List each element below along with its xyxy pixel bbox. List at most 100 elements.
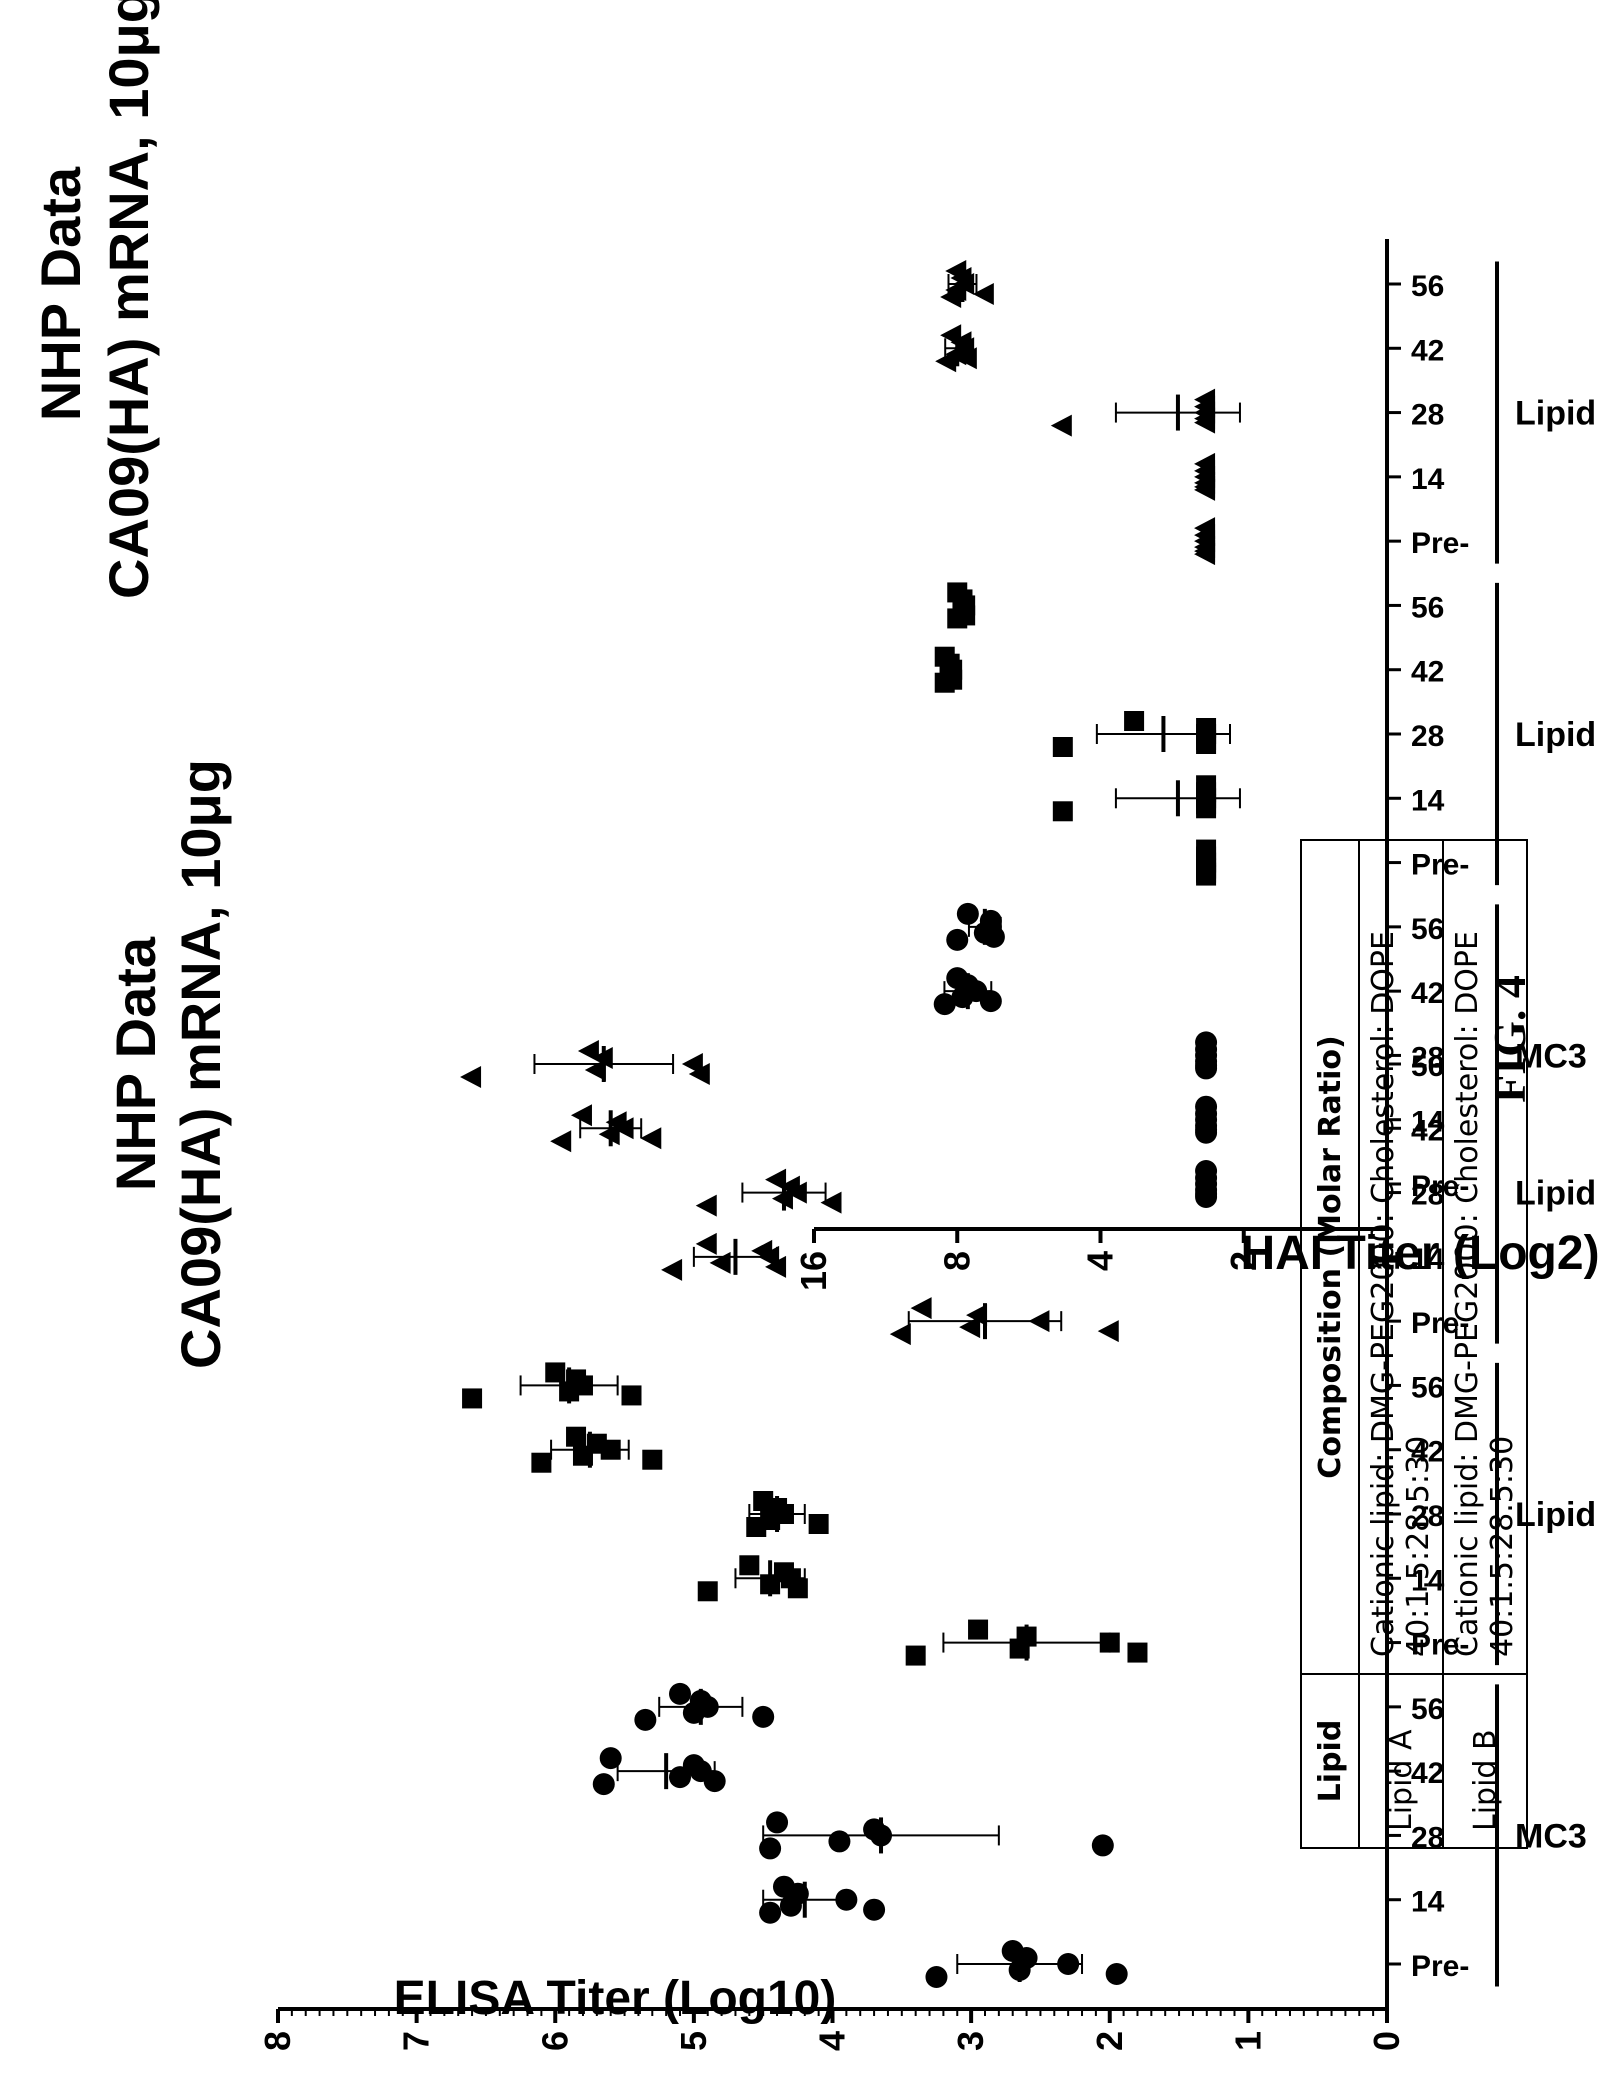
elisa-data-point [889, 1323, 911, 1346]
elisa-y-axis-label: ELISA Titer (Log10) [394, 1972, 837, 2025]
elisa-data-point [752, 1705, 775, 1728]
elisa-data-point [1099, 1632, 1120, 1653]
elisa-x-tick-label: 14 [1411, 1564, 1445, 1597]
elisa-data-point [828, 1830, 851, 1853]
hai-data-point [942, 669, 963, 690]
elisa-plot-area: 012345678Pre-14284256Pre-14284256Pre-142… [257, 1019, 1604, 2051]
elisa-data-point [612, 1117, 634, 1140]
hai-plot-area: 1 2 4 8 16 Pre- 14 28 42 56 Pre- 14 28 42 56 Pre- 14 28 42… [793, 239, 1604, 1291]
elisa-data-point [592, 1773, 615, 1796]
elisa-x-tick-label: 14 [1411, 1886, 1445, 1919]
elisa-x-tick-label: 14 [1411, 1243, 1445, 1276]
elisa-data-point [759, 1901, 782, 1924]
hai-data-point [982, 925, 1005, 948]
elisa-data-point [785, 1181, 807, 1204]
hai-y-axis-label: HAI Titer (Log2) [1240, 1227, 1599, 1280]
hai-data-point [979, 990, 1002, 1013]
hai-x-tick-label: 14 [1411, 784, 1445, 817]
elisa-data-point [640, 1127, 662, 1150]
hai-x-tick-label: 56 [1411, 913, 1444, 946]
hai-x-tick-label: 42 [1411, 977, 1444, 1010]
elisa-data-point [765, 1168, 787, 1191]
elisa-data-point [959, 1316, 981, 1339]
hai-group-label: MC3 [1515, 1037, 1587, 1075]
elisa-data-point [550, 1130, 572, 1153]
elisa-data-point [545, 1362, 566, 1383]
elisa-x-tick-label: 28 [1411, 1179, 1444, 1212]
elisa-data-point [688, 1063, 710, 1085]
hai-data-point [1050, 414, 1072, 437]
elisa-x-tick-label: Pre- [1411, 1629, 1469, 1662]
hai-chart-title-line1: NHP Data [29, 166, 92, 421]
elisa-y-tick-label: 4 [812, 2031, 853, 2051]
elisa-data-point [1127, 1642, 1148, 1663]
elisa-data-point [787, 1578, 808, 1599]
elisa-data-point [759, 1837, 782, 1860]
elisa-x-tick-label: 42 [1411, 1436, 1444, 1469]
hai-chart-title-line2: CA09(HA) mRNA, 10μg [97, 0, 160, 599]
elisa-data-point [910, 1297, 932, 1320]
elisa-data-point [739, 1555, 760, 1576]
elisa-y-tick-label: 7 [396, 2031, 437, 2051]
elisa-data-point [968, 1619, 989, 1640]
elisa-x-tick-label: 56 [1411, 1371, 1444, 1404]
hai-data-point [1124, 711, 1145, 731]
hai-x-tick-label: Pre- [1411, 849, 1469, 882]
elisa-data-point [703, 1770, 726, 1793]
elisa-data-point [566, 1426, 587, 1447]
elisa-chart-title-line2: CA09(HA) mRNA, 10μg [169, 759, 232, 1369]
hai-y-tick-label: 1 [1366, 1251, 1407, 1271]
elisa-data-point [584, 1059, 606, 1081]
hai-x-tick-label: 28 [1411, 720, 1444, 753]
hai-data-point [1196, 798, 1217, 819]
hai-x-tick-label: Pre- [1411, 1170, 1469, 1203]
hai-data-point [933, 993, 956, 1016]
hai-data-point [1194, 411, 1216, 434]
hai-data-point [972, 283, 994, 305]
elisa-data-point [1057, 1953, 1080, 1975]
elisa-data-point [462, 1388, 483, 1409]
hai-x-tick-label: 42 [1411, 656, 1444, 689]
elisa-data-point [577, 1040, 599, 1062]
hai-data-point [1196, 734, 1217, 754]
elisa-data-point [572, 1375, 593, 1396]
elisa-chart-title-line1: NHP Data [104, 936, 167, 1191]
elisa-x-tick-label: 56 [1411, 1050, 1444, 1083]
elisa-y-tick-label: 3 [950, 2031, 991, 2051]
elisa-group-label: Lipid A [1515, 1496, 1604, 1534]
elisa-x-tick-label: 28 [1411, 1821, 1444, 1854]
elisa-group-label: Lipid B [1515, 1175, 1604, 1213]
elisa-data-point [765, 1255, 787, 1278]
elisa-data-point [1097, 1320, 1119, 1343]
elisa-y-tick-label: 6 [534, 2031, 575, 2051]
hai-data-point [955, 347, 977, 370]
hai-x-tick-label: Pre- [1411, 527, 1469, 560]
elisa-data-point [642, 1449, 663, 1470]
elisa-data-point [905, 1645, 926, 1666]
elisa-data-point [570, 1104, 592, 1127]
elisa-data-point [1105, 1963, 1128, 1985]
elisa-x-tick-label: 42 [1411, 1114, 1444, 1147]
elisa-data-point [808, 1514, 829, 1534]
elisa-x-tick-label: 56 [1411, 1693, 1444, 1726]
elisa-group-label: MC3 [1515, 1817, 1587, 1855]
elisa-data-point [820, 1191, 842, 1214]
elisa-data-point [1028, 1310, 1050, 1333]
elisa-data-point [634, 1708, 657, 1731]
elisa-data-point [1091, 1834, 1114, 1857]
hai-x-tick-label: 14 [1411, 463, 1445, 496]
elisa-data-point [966, 1304, 988, 1327]
elisa-y-tick-label: 8 [257, 2031, 298, 2051]
elisa-data-point [695, 1194, 717, 1217]
elisa-y-tick-label: 0 [1366, 2031, 1407, 2051]
elisa-data-point [621, 1385, 642, 1406]
elisa-data-point [925, 1966, 948, 1988]
hai-data-point [956, 902, 979, 925]
elisa-data-point [695, 1232, 717, 1255]
hai-x-tick-label: 28 [1411, 1041, 1444, 1074]
elisa-data-point [709, 1251, 731, 1274]
